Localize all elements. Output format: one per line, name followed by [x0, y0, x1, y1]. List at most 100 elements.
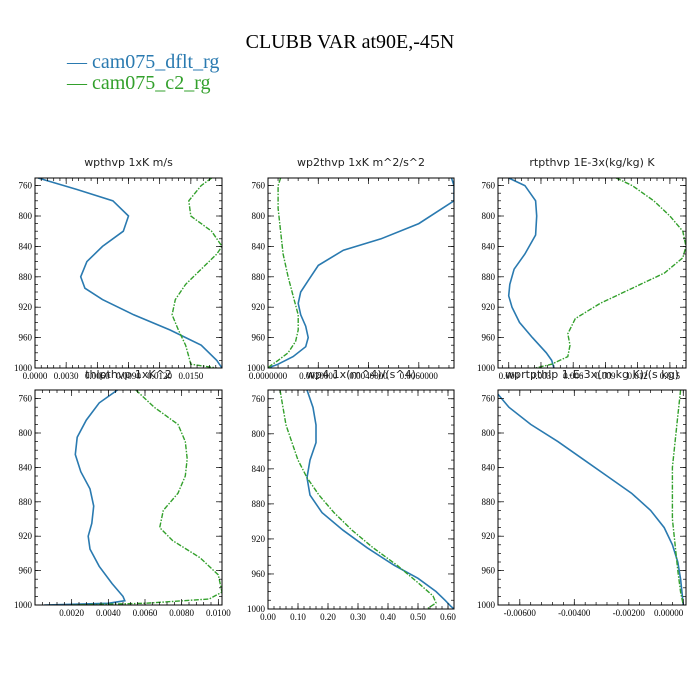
- panel-4: wp4 1x(m^4)/(s^4) 760 800 840 880 920 960 1000 0…: [247, 368, 456, 622]
- y-tick-label-2-1: 800: [482, 211, 496, 221]
- plot-frame-5: [497, 389, 687, 606]
- x-tick-label-2-1: 0.003: [531, 371, 552, 381]
- x-tick-label-2-2: 0.006: [563, 371, 584, 381]
- y-tick-label-3-2: 840: [19, 462, 33, 472]
- plot-frame-1: [267, 177, 455, 369]
- y-tick-label-5-5: 960: [482, 566, 496, 576]
- x-tick-label-5-1: -0.00400: [558, 608, 591, 618]
- y-tick-label-3-3: 880: [19, 497, 33, 507]
- y-tick-label-1-0: 760: [252, 181, 266, 191]
- plot-frame-3: [34, 389, 223, 606]
- x-tick-label-4-5: 0.50: [410, 612, 426, 622]
- y-tick-label-3-1: 800: [19, 428, 33, 438]
- y-tick-label-0-1: 800: [19, 211, 33, 221]
- series-line-4-0: [306, 390, 454, 609]
- x-tick-label-1-2: 0.0040000: [349, 371, 388, 381]
- y-tick-label-4-0: 760: [252, 394, 266, 404]
- series-line-2-0: [507, 178, 555, 368]
- x-tick-label-3-2: 0.0060: [133, 608, 158, 618]
- y-tick-label-1-6: 1000: [247, 363, 266, 373]
- panel-5: wprtpthlp 1-E-3x(m kg K)/(s kg) 760 800 840…: [477, 368, 687, 618]
- y-tick-label-5-2: 840: [482, 462, 496, 472]
- series-line-3-0: [44, 390, 126, 605]
- legend-entry-1: — cam075_c2_rg: [66, 72, 211, 94]
- x-tick-label-1-3: 0.0060000: [400, 371, 439, 381]
- y-tick-label-0-3: 880: [19, 272, 33, 282]
- y-tick-label-4-5: 960: [252, 569, 266, 579]
- series-line-5-0: [498, 393, 685, 605]
- figure-title: CLUBB VAR at90E,-45N: [246, 31, 455, 53]
- x-tick-label-1-1: 0.0020000: [299, 371, 338, 381]
- y-tick-label-2-6: 1000: [477, 363, 496, 373]
- y-tick-label-1-5: 960: [252, 333, 266, 343]
- y-tick-label-5-3: 880: [482, 497, 496, 507]
- x-tick-label-3-4: 0.0100: [206, 608, 231, 618]
- x-tick-label-0-5: 0.0150: [178, 371, 203, 381]
- y-tick-label-0-2: 840: [19, 241, 33, 251]
- x-tick-label-4-4: 0.40: [380, 612, 396, 622]
- y-tick-label-2-2: 840: [482, 241, 496, 251]
- panel-title-0: wpthvp 1xK m/s: [84, 156, 173, 169]
- y-tick-label-5-6: 1000: [477, 600, 496, 610]
- y-tick-label-4-6: 1000: [247, 604, 266, 614]
- legend-label-0: cam075_dflt_rg: [92, 51, 219, 73]
- series-line-0-0: [37, 178, 222, 368]
- y-tick-label-4-3: 880: [252, 499, 266, 509]
- plot-frame-4: [267, 389, 455, 610]
- y-tick-label-1-1: 800: [252, 211, 266, 221]
- y-tick-label-1-4: 920: [252, 302, 266, 312]
- x-tick-label-0-2: 0.0060: [85, 371, 110, 381]
- x-tick-label-5-2: -0.00200: [613, 608, 646, 618]
- x-tick-label-5-3: 0.00000: [654, 608, 684, 618]
- x-tick-label-4-2: 0.20: [320, 612, 336, 622]
- legend-label-1: cam075_c2_rg: [92, 72, 211, 94]
- x-tick-label-3-1: 0.0040: [96, 608, 121, 618]
- y-tick-label-4-4: 920: [252, 534, 266, 544]
- y-tick-label-4-2: 840: [252, 464, 266, 474]
- y-tick-label-0-4: 920: [19, 302, 33, 312]
- y-tick-label-5-4: 920: [482, 531, 496, 541]
- x-tick-label-1-0: 0.0000000: [249, 371, 288, 381]
- series-line-0-1: [171, 178, 222, 368]
- panel-title-4: wp4 1x(m^4)/(s^4): [306, 368, 416, 381]
- x-tick-label-2-4: 0.012: [628, 371, 648, 381]
- series-line-1-1: [268, 178, 299, 368]
- series-line-3-1: [71, 390, 222, 605]
- y-tick-label-4-1: 800: [252, 429, 266, 439]
- y-tick-label-2-3: 880: [482, 272, 496, 282]
- x-tick-label-2-0: 0.000: [499, 371, 520, 381]
- x-tick-label-0-0: 0.0000: [23, 371, 48, 381]
- y-tick-label-0-5: 960: [19, 333, 33, 343]
- y-tick-label-0-0: 760: [19, 181, 33, 191]
- x-tick-label-4-1: 0.10: [290, 612, 306, 622]
- legend-dash-1: —: [66, 72, 92, 94]
- y-tick-label-3-6: 1000: [14, 600, 33, 610]
- plot-frame-0: [34, 177, 223, 369]
- panel-title-2: rtpthvp 1E-3x(kg/kg) K: [529, 156, 655, 169]
- legend: — cam075_dflt_rg — cam075_c2_rg: [66, 51, 219, 94]
- y-tick-label-2-5: 960: [482, 333, 496, 343]
- x-tick-label-5-0: -0.00600: [504, 608, 537, 618]
- x-tick-label-0-1: 0.0030: [54, 371, 79, 381]
- series-line-1-0: [268, 178, 454, 368]
- y-tick-label-5-0: 760: [482, 394, 496, 404]
- y-tick-label-5-1: 800: [482, 428, 496, 438]
- y-tick-label-1-2: 840: [252, 241, 266, 251]
- x-tick-label-4-6: 0.60: [440, 612, 456, 622]
- y-tick-label-0-6: 1000: [14, 363, 33, 373]
- panel-title-3: thlpthvp 1xK^2: [85, 368, 172, 381]
- series-line-2-1: [535, 178, 686, 368]
- panel-1: wp2thvp 1xK m^2/s^2 760 800 840 880 920 960 100…: [247, 156, 455, 381]
- y-tick-label-2-0: 760: [482, 181, 496, 191]
- y-tick-label-3-0: 760: [19, 394, 33, 404]
- series-line-4-1: [279, 390, 437, 609]
- series-line-5-1: [671, 390, 684, 605]
- y-tick-label-1-3: 880: [252, 272, 266, 282]
- panel-0: wpthvp 1xK m/s76080084088092096010000.00…: [14, 156, 223, 381]
- legend-entry-0: — cam075_dflt_rg: [66, 51, 219, 73]
- panel-title-1: wp2thvp 1xK m^2/s^2: [297, 156, 425, 169]
- panels: wpthvp 1xK m/s76080084088092096010000.00…: [14, 156, 687, 622]
- x-tick-label-0-3: 0.0090: [116, 371, 141, 381]
- x-tick-label-3-0: 0.0020: [59, 608, 84, 618]
